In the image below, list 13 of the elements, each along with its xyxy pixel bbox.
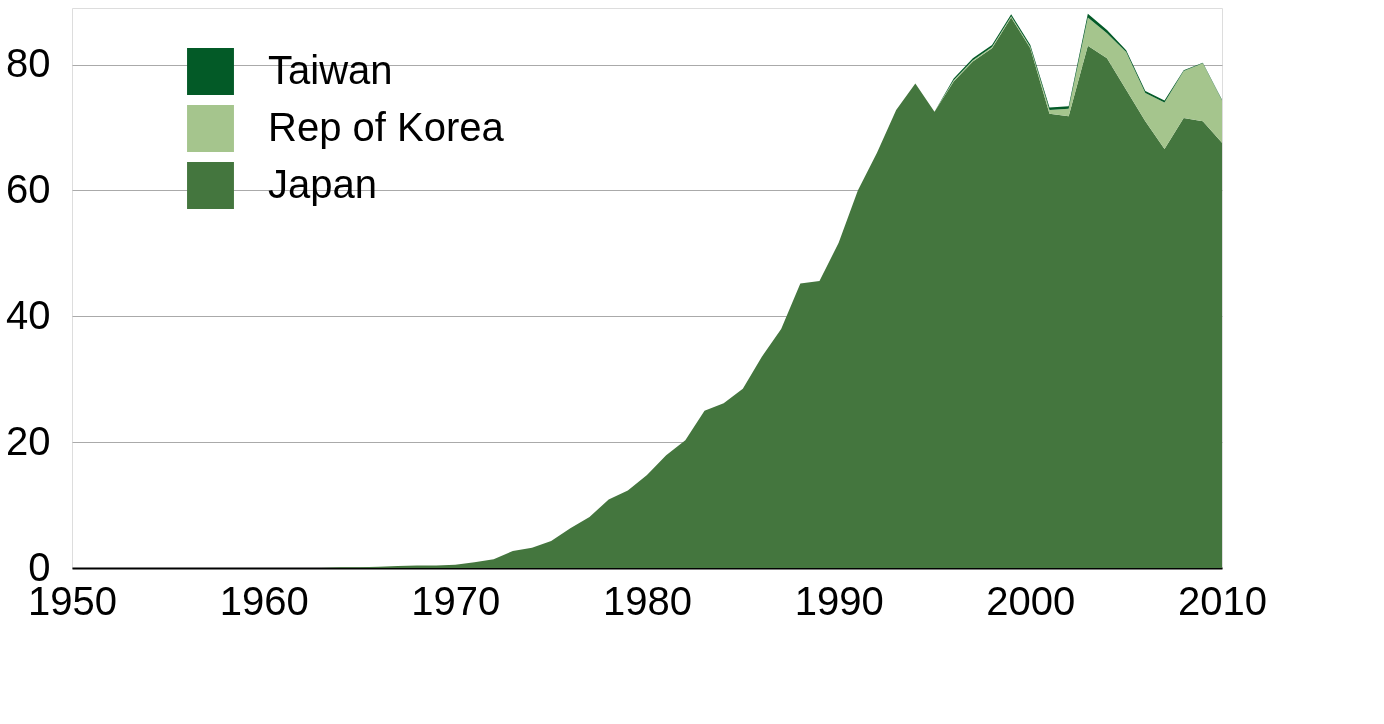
y-tick-label: 40 <box>6 292 51 337</box>
x-tick-label: 1970 <box>411 578 501 623</box>
x-tick-label: 2010 <box>1178 578 1267 623</box>
legend-label: Rep of Korea <box>268 104 505 149</box>
x-tick-label: 1960 <box>219 578 309 623</box>
x-tick-label: 1980 <box>603 578 692 623</box>
x-tick-label: 1990 <box>794 578 884 623</box>
y-tick-label: 60 <box>6 166 51 211</box>
legend-label: Taiwan <box>268 47 393 92</box>
y-tick-label: 80 <box>6 41 51 86</box>
x-tick-label: 2000 <box>986 578 1076 623</box>
y-tick-label: 20 <box>6 418 51 463</box>
legend-label: Japan <box>268 161 377 206</box>
